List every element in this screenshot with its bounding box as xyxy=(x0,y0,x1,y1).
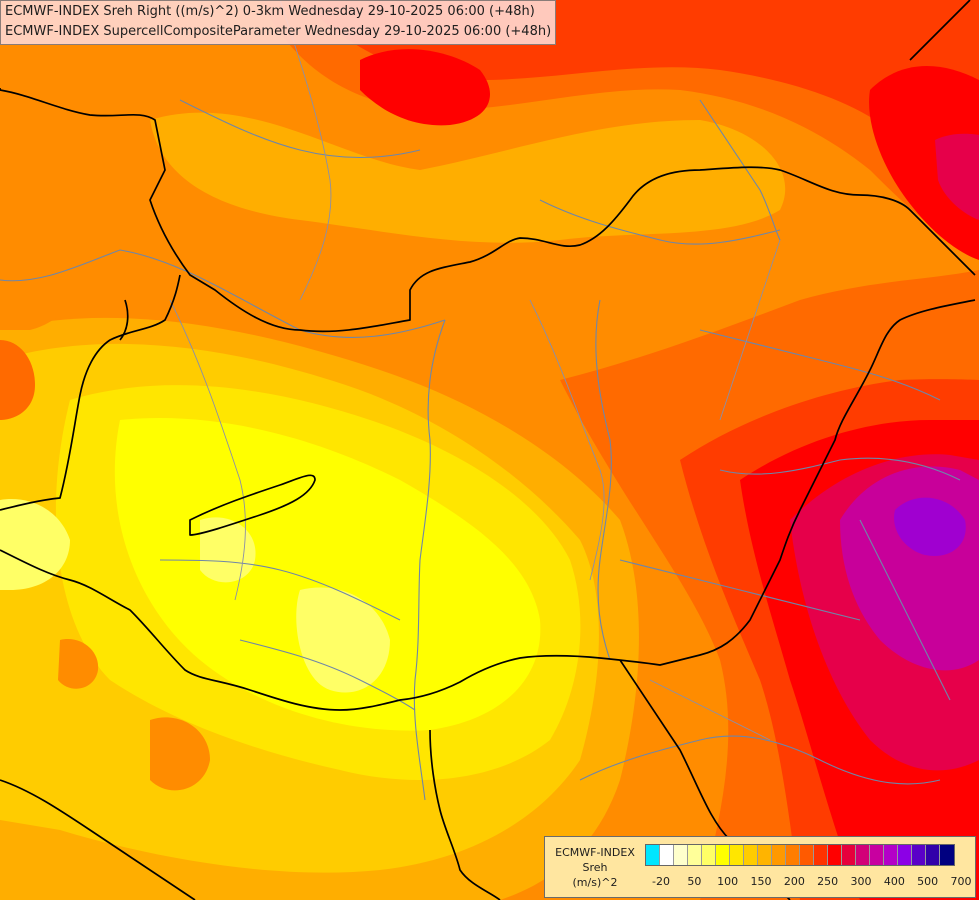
legend-swatch xyxy=(842,845,856,865)
legend-swatch xyxy=(884,845,898,865)
legend-model: ECMWF-INDEX xyxy=(555,846,635,859)
field-yellow-bright xyxy=(114,418,541,731)
legend-tick-label: 200 xyxy=(783,875,805,888)
legend-variable: Sreh xyxy=(582,861,608,874)
legend-swatch xyxy=(856,845,870,865)
legend-tick-label: 50 xyxy=(687,875,702,888)
field-orange-light-north xyxy=(150,112,786,243)
map-title-box: ECMWF-INDEX Sreh Right ((m/s)^2) 0-3km W… xyxy=(0,0,557,45)
legend-tick-label: 700 xyxy=(950,875,972,888)
legend-swatch xyxy=(674,845,688,865)
legend-swatch xyxy=(716,845,730,865)
field-sw-orange xyxy=(150,717,210,791)
legend-swatch xyxy=(758,845,772,865)
legend-swatch xyxy=(814,845,828,865)
legend-swatch xyxy=(646,845,660,865)
legend-swatch xyxy=(898,845,912,865)
legend-swatches xyxy=(645,844,955,866)
legend-unit: (m/s)^2 xyxy=(572,876,618,889)
legend-label: ECMWF-INDEX Sreh (m/s)^2 xyxy=(547,845,643,890)
field-ne-red xyxy=(869,66,979,260)
field-sw-orange-2 xyxy=(58,639,99,689)
field-yellow-pale xyxy=(0,499,70,590)
field-purple xyxy=(894,497,966,556)
legend-tick-label: 150 xyxy=(750,875,772,888)
legend-swatch xyxy=(772,845,786,865)
legend-swatch xyxy=(688,845,702,865)
legend-swatch xyxy=(800,845,814,865)
title-line-2: ECMWF-INDEX SupercellCompositeParameter … xyxy=(5,24,552,39)
title-line-1: ECMWF-INDEX Sreh Right ((m/s)^2) 0-3km W… xyxy=(5,4,535,19)
legend-swatch xyxy=(730,845,744,865)
legend-swatch xyxy=(926,845,940,865)
legend-tick-label: 250 xyxy=(817,875,839,888)
legend-tick-label: 300 xyxy=(850,875,872,888)
field-west-orange xyxy=(0,158,91,330)
field-north-red xyxy=(360,49,490,126)
legend-swatch xyxy=(940,845,954,865)
legend-swatch xyxy=(870,845,884,865)
legend-tick-label: 100 xyxy=(717,875,739,888)
field-yellow-pale-2 xyxy=(296,587,390,693)
field-ne-crimson xyxy=(935,133,979,220)
legend-tick-label: 400 xyxy=(883,875,905,888)
admin-borders xyxy=(169,0,781,741)
legend-swatch xyxy=(660,845,674,865)
legend-swatch xyxy=(912,845,926,865)
legend-swatch xyxy=(828,845,842,865)
legend-tick-label: 500 xyxy=(917,875,939,888)
field-west-orange-dark xyxy=(0,340,35,420)
legend-swatch xyxy=(702,845,716,865)
legend-swatch xyxy=(744,845,758,865)
legend-ticks: -20 50 100 150 200 250 300 400 500 700 xyxy=(645,875,971,889)
rivers xyxy=(0,99,961,801)
color-legend: ECMWF-INDEX Sreh (m/s)^2 -20 50 100 150 200 2… xyxy=(544,836,976,898)
legend-tick-label: -20 xyxy=(652,875,670,888)
field-north-red-orange xyxy=(300,0,979,200)
legend-swatch xyxy=(786,845,800,865)
